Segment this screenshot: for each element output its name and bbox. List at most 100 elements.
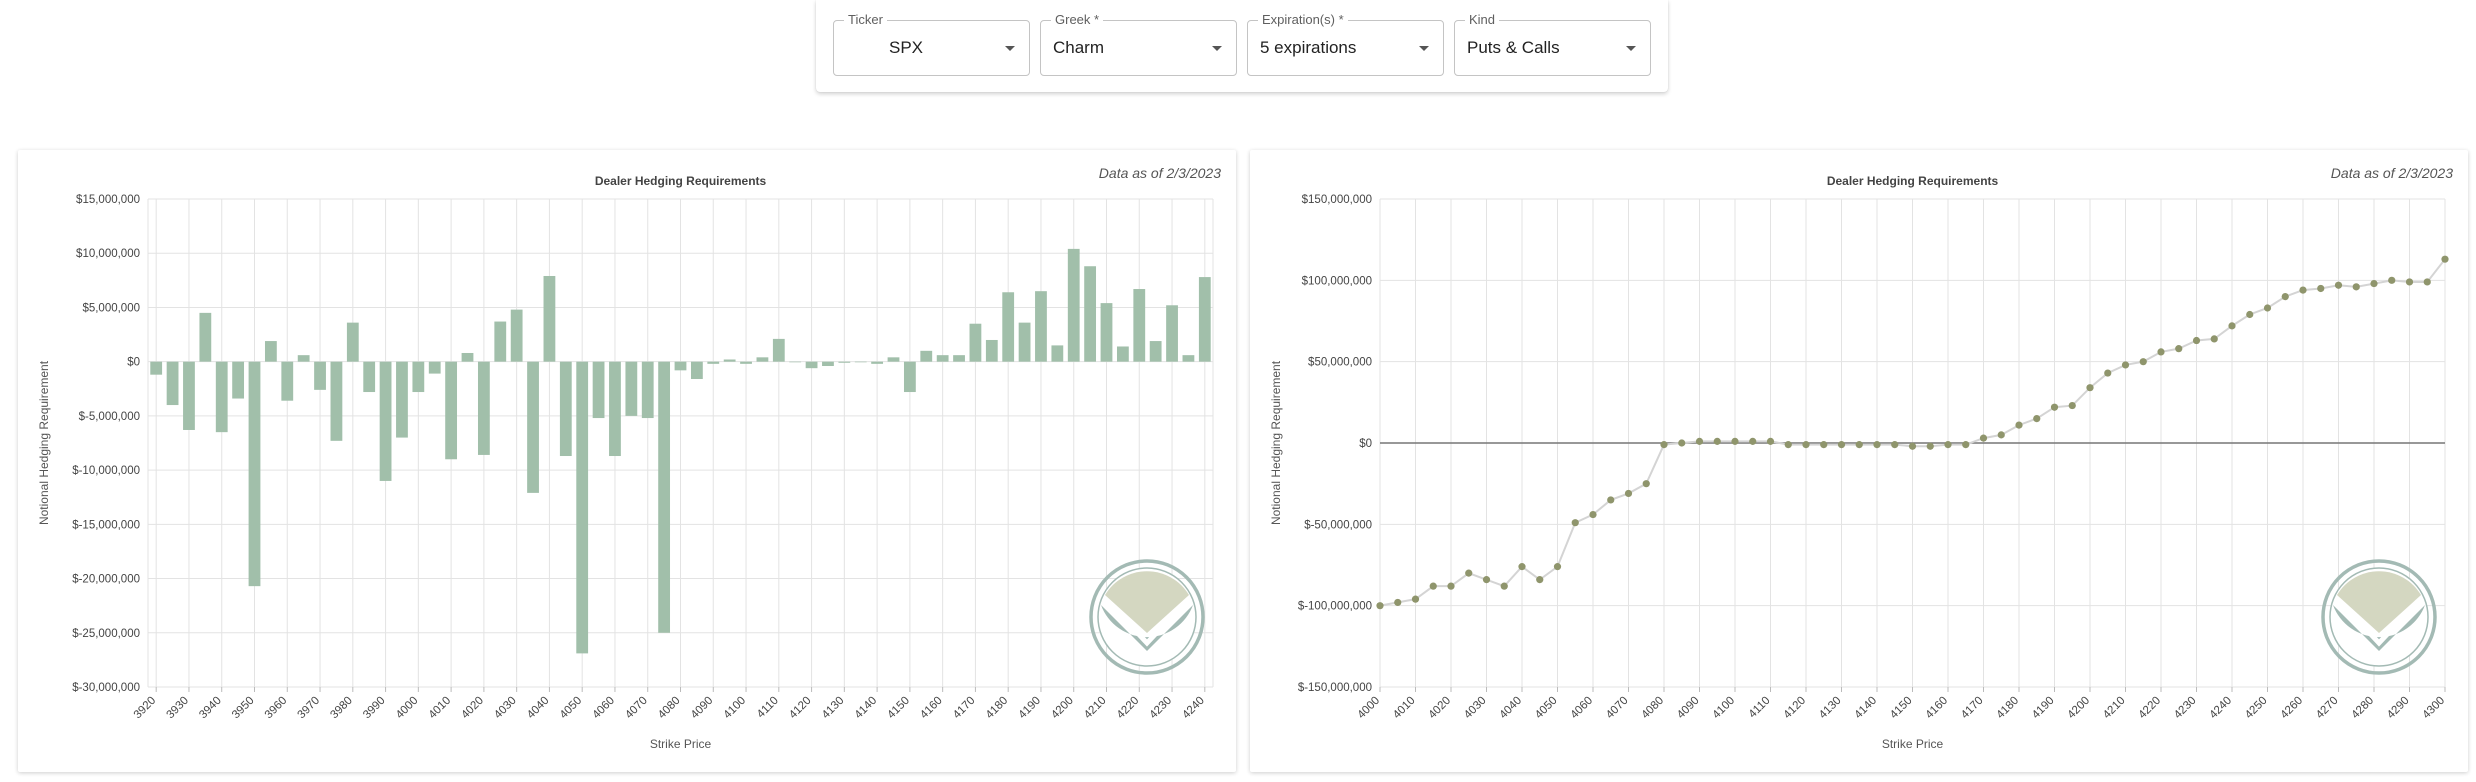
- bar: [887, 357, 900, 362]
- bar: [281, 361, 294, 401]
- data-point: [1944, 441, 1952, 449]
- data-point: [2352, 283, 2360, 291]
- x-tick-label: 4270: [2314, 695, 2341, 722]
- logo-ring: [2321, 559, 2437, 675]
- data-point: [1553, 563, 1562, 571]
- x-tick-label: 4100: [1711, 695, 1738, 722]
- bar: [477, 361, 490, 455]
- data-point: [2423, 278, 2431, 286]
- kind-value: Puts & Calls: [1467, 38, 1560, 57]
- bar: [903, 361, 916, 393]
- expirations-select[interactable]: Expiration(s) * 5 expirations: [1247, 12, 1444, 76]
- y-tick-label: $150,000,000: [1302, 194, 1372, 206]
- x-tick-label: 4040: [1498, 695, 1525, 722]
- bar: [854, 361, 867, 363]
- bar-chart-card: Dealer Hedging Requirements Data as of 2/…: [18, 150, 1236, 772]
- x-tick-label: 4240: [1180, 695, 1207, 722]
- bar: [232, 361, 245, 399]
- x-axis-title: Strike Price: [1882, 737, 1944, 751]
- bar: [527, 361, 539, 493]
- bar: [674, 361, 687, 371]
- x-axis-title: Strike Price: [650, 737, 712, 751]
- data-point: [1766, 437, 1775, 445]
- data-point: [2175, 345, 2183, 353]
- bar: [576, 361, 589, 654]
- caret-down-icon: [1212, 46, 1222, 51]
- bar: [936, 355, 949, 362]
- bar: [625, 361, 638, 416]
- data-point: [1447, 582, 1455, 590]
- bar: [1035, 291, 1047, 362]
- x-tick-label: 3980: [328, 695, 355, 722]
- bar: [707, 361, 720, 364]
- x-tick-label: 4050: [558, 695, 585, 722]
- data-point: [2263, 304, 2272, 312]
- x-tick-label: 4030: [1462, 695, 1489, 722]
- bar: [1018, 322, 1031, 362]
- x-tick-label: 3970: [296, 695, 323, 722]
- y-tick-label: $-5,000,000: [79, 411, 140, 423]
- caret-down-icon: [1419, 46, 1429, 51]
- line-chart-card: Dealer Hedging Requirements Data as of 2/…: [1250, 150, 2468, 772]
- x-tick-label: 4160: [1924, 695, 1951, 722]
- x-tick-label: 3940: [197, 695, 224, 722]
- data-point: [2104, 369, 2112, 377]
- data-point: [1571, 519, 1579, 527]
- x-tick-label: 4250: [2243, 695, 2270, 722]
- greek-select[interactable]: Greek * Charm: [1040, 12, 1237, 76]
- data-point: [2068, 401, 2076, 410]
- bar: [740, 361, 752, 364]
- bar: [1133, 289, 1146, 362]
- y-tick-label: $-30,000,000: [72, 682, 140, 694]
- data-point: [1979, 434, 1988, 442]
- x-tick-label: 4170: [951, 695, 978, 722]
- x-tick-label: 4130: [1817, 695, 1844, 722]
- x-tick-label: 3950: [230, 695, 257, 722]
- data-point: [1891, 441, 1899, 449]
- data-date-note: Data as of 2/3/2023: [2331, 165, 2453, 181]
- data-point: [2246, 310, 2254, 319]
- bar: [1051, 345, 1064, 362]
- ticker-value: SPX: [889, 38, 924, 57]
- bar: [1116, 346, 1129, 362]
- bar: [805, 361, 818, 369]
- x-tick-label: 4220: [2137, 695, 2164, 722]
- logo-v-mark: [1115, 609, 1179, 647]
- data-point: [1394, 598, 1402, 607]
- y-tick-label: $5,000,000: [82, 302, 140, 314]
- ticker-label: Ticker: [844, 12, 887, 28]
- x-tick-label: 4210: [1082, 695, 1109, 722]
- x-tick-label: 4140: [853, 695, 880, 722]
- data-point: [2139, 358, 2147, 366]
- x-tick-label: 4130: [820, 695, 847, 722]
- bar: [248, 361, 261, 587]
- bar: [1182, 355, 1195, 362]
- data-point: [1411, 595, 1420, 603]
- data-point: [1873, 441, 1881, 449]
- x-tick-label: 4140: [1853, 695, 1880, 722]
- bar: [461, 352, 474, 362]
- y-tick-label: $0: [1359, 438, 1372, 450]
- bar: [1084, 266, 1097, 362]
- bar: [363, 361, 376, 393]
- data-point: [2210, 335, 2218, 343]
- x-tick-label: 4020: [1427, 695, 1454, 722]
- bar: [871, 361, 884, 364]
- kind-select[interactable]: Kind Puts & Calls: [1454, 12, 1651, 76]
- bar: [838, 361, 851, 363]
- x-tick-label: 4160: [918, 695, 945, 722]
- bar: [772, 338, 785, 362]
- x-tick-label: 4230: [2172, 695, 2199, 722]
- bar: [969, 323, 982, 362]
- bar: [723, 359, 736, 362]
- bar: [609, 361, 621, 457]
- x-tick-label: 4220: [1115, 695, 1142, 722]
- logo-top-segment: [2337, 571, 2421, 633]
- x-tick-label: 4280: [2350, 695, 2377, 722]
- bar: [1198, 277, 1211, 362]
- y-tick-label: $-20,000,000: [72, 574, 140, 586]
- x-tick-label: 4290: [2385, 695, 2412, 722]
- bar: [396, 361, 408, 438]
- ticker-select[interactable]: Ticker SPX: [833, 12, 1030, 76]
- chart-title: Dealer Hedging Requirements: [1827, 174, 1999, 188]
